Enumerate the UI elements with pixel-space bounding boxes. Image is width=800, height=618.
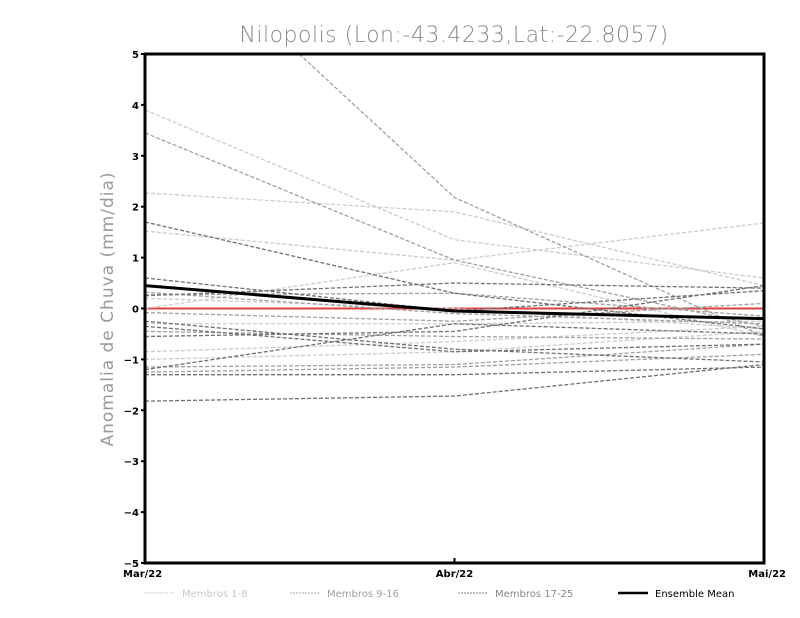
member-line-m20 xyxy=(145,320,764,363)
y-axis-label: Anomalia de Chuva (mm/dia) xyxy=(98,171,118,446)
y-tick-label: −2 xyxy=(124,406,139,417)
y-tick-label: 5 xyxy=(132,50,139,61)
member-line-m13 xyxy=(145,343,764,368)
x-ticks: Mar/22 Abr/22 Mai/22 xyxy=(123,558,786,580)
member-line-m23 xyxy=(145,366,764,376)
member-line-m1 xyxy=(145,109,764,279)
legend: Membros 1-8 Membros 9-16 Membros 17-25 Ense… xyxy=(145,589,734,600)
y-tick-label: −1 xyxy=(124,355,139,366)
member-line-m25 xyxy=(145,325,764,353)
legend-label: Ensemble Mean xyxy=(655,589,734,600)
legend-label: Membros 9-16 xyxy=(327,589,399,600)
member-line-m18 xyxy=(145,277,764,312)
y-tick-label: 0 xyxy=(132,305,139,316)
member-line-m16 xyxy=(145,353,764,373)
x-tick-label: Mai/22 xyxy=(748,569,786,580)
member-line-m14 xyxy=(145,330,764,340)
y-tick-label: −5 xyxy=(124,559,139,570)
plot-frame xyxy=(143,52,766,565)
member-line-m19 xyxy=(145,282,764,297)
member-line-m17 xyxy=(145,221,764,330)
member-line-m12 xyxy=(145,302,764,322)
y-ticks: 5 4 3 2 1 0 −1 −2 −3 −4 −5 xyxy=(124,50,145,570)
y-tick-label: −4 xyxy=(124,508,139,519)
member-line-m2 xyxy=(145,192,764,287)
y-tick-label: 2 xyxy=(132,203,139,214)
y-tick-label: −3 xyxy=(124,457,139,468)
member-line-m6 xyxy=(145,330,764,361)
legend-label: Membros 17-25 xyxy=(495,589,573,600)
y-tick-label: 3 xyxy=(132,152,139,163)
ensemble-mean-line xyxy=(145,284,764,321)
x-tick-label: Abr/22 xyxy=(436,569,473,580)
member-line-m5 xyxy=(145,325,764,353)
y-tick-label: 1 xyxy=(132,254,139,265)
member-line-m24 xyxy=(145,363,764,402)
chart-title: Nilopolis (Lon:-43.4233,Lat:-22.8057) xyxy=(239,23,668,48)
member-line-m10 xyxy=(145,132,764,327)
member-line-m22 xyxy=(145,323,764,371)
x-tick-label: Mar/22 xyxy=(123,569,162,580)
member-line-m11 xyxy=(145,291,764,325)
member-line-m3 xyxy=(145,222,764,261)
legend-label: Membros 1-8 xyxy=(182,589,248,600)
member-line-m8 xyxy=(145,297,764,330)
y-tick-label: 4 xyxy=(132,101,139,112)
member-line-m9 xyxy=(298,54,764,338)
series-lines xyxy=(145,54,764,402)
